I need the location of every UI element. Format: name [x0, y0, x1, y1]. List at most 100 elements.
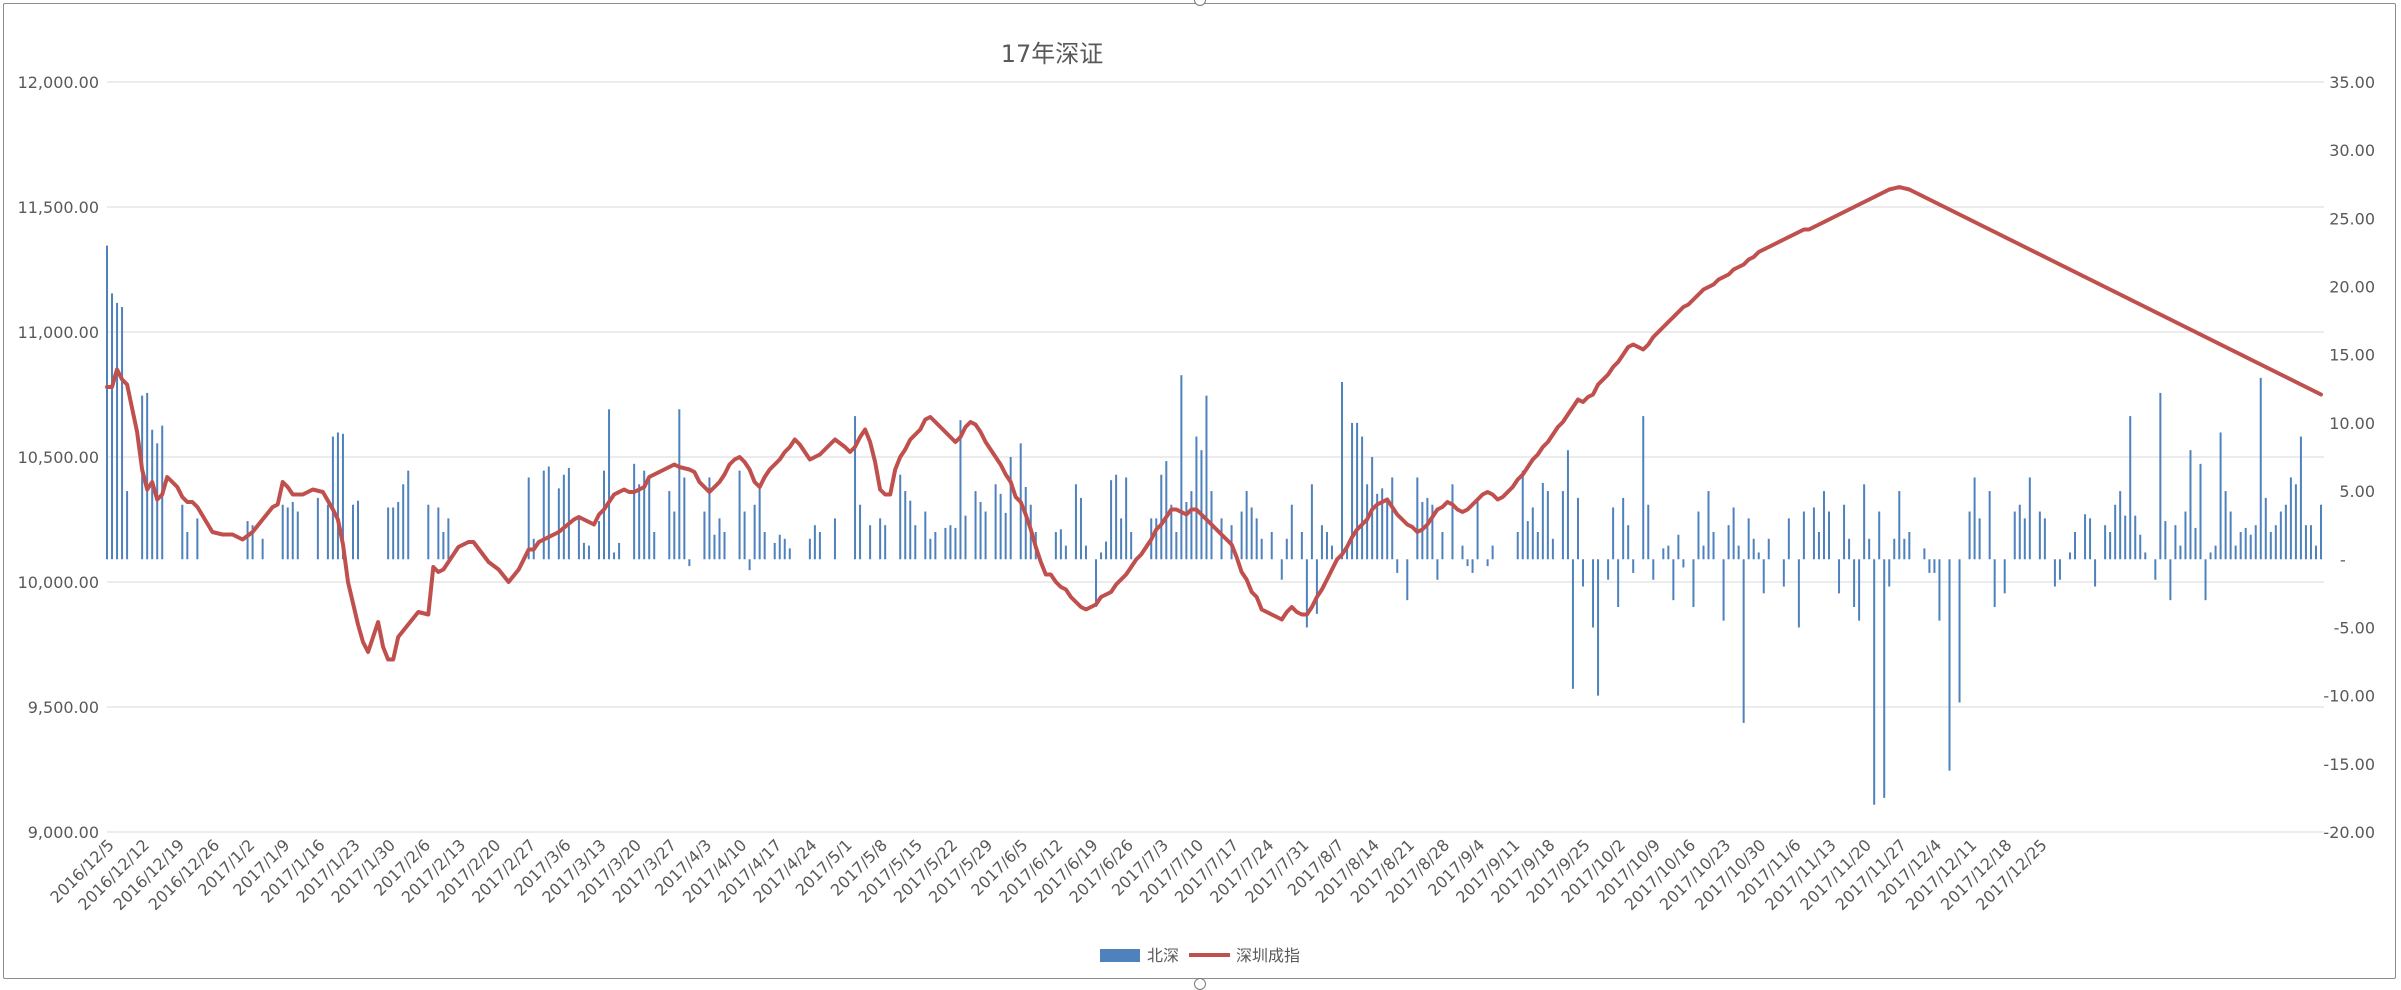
bar — [1195, 436, 1198, 560]
bar — [1958, 559, 1961, 703]
bar — [2234, 545, 2237, 560]
bar — [246, 521, 249, 560]
bar — [352, 504, 354, 560]
bar — [748, 559, 751, 571]
bar — [1115, 474, 1118, 560]
bar — [2214, 545, 2217, 560]
bar — [688, 559, 691, 567]
y-right-tick-label: -20.00 — [2323, 823, 2375, 842]
bar — [1441, 532, 1444, 560]
bar — [869, 525, 872, 560]
bar — [2013, 511, 2016, 560]
y-right-tick-label: 5.00 — [2339, 482, 2375, 501]
bar — [1079, 497, 1082, 560]
bar — [1747, 518, 1750, 560]
bar — [1160, 474, 1163, 560]
bar — [1220, 518, 1223, 560]
bar — [2094, 559, 2097, 587]
bar — [1320, 525, 1323, 560]
bar — [1260, 538, 1263, 560]
bar — [1155, 518, 1158, 560]
bar — [703, 511, 706, 560]
bar — [1707, 491, 1710, 560]
bar — [2018, 504, 2021, 560]
bar — [1787, 518, 1790, 560]
bar — [2304, 525, 2307, 560]
bar — [899, 474, 902, 560]
bar — [1576, 497, 1579, 560]
bar — [974, 491, 977, 560]
bar — [121, 307, 124, 560]
bar — [336, 432, 339, 560]
bar — [2249, 534, 2252, 560]
bar — [1255, 518, 1258, 560]
bar — [1059, 529, 1062, 560]
bar — [437, 507, 440, 560]
bar — [392, 507, 395, 560]
bar — [111, 293, 114, 560]
bar — [557, 488, 560, 560]
bar — [763, 532, 766, 560]
bar — [1622, 497, 1625, 560]
bar — [1878, 511, 1881, 560]
bar — [397, 502, 400, 560]
bar — [1285, 538, 1288, 560]
y-left-tick-label: 11,500.00 — [18, 198, 99, 217]
bar — [1722, 559, 1725, 621]
resize-handle-bottom[interactable] — [1194, 978, 1206, 990]
bar — [1386, 497, 1389, 560]
bar — [196, 518, 199, 560]
bar — [1521, 470, 1524, 560]
y-right-tick-label: -5.00 — [2334, 618, 2375, 637]
bar — [1376, 493, 1379, 560]
bar — [447, 518, 450, 560]
bar — [773, 542, 776, 560]
bar — [1526, 521, 1529, 560]
bar — [2074, 532, 2076, 560]
bar — [1978, 518, 1981, 560]
y-left-tick-label: 10,000.00 — [18, 573, 99, 592]
bar — [2299, 436, 2302, 560]
bar — [1712, 532, 1715, 560]
bar — [608, 409, 611, 560]
bar — [1782, 559, 1785, 587]
y-right-tick-label: 10.00 — [2329, 414, 2375, 433]
bar — [2028, 477, 2031, 560]
bar — [708, 477, 711, 560]
bar — [2204, 559, 2207, 601]
bar — [106, 245, 108, 560]
bar — [316, 497, 319, 560]
y-left-tick-label: 9,000.00 — [28, 823, 99, 842]
bar — [2284, 504, 2287, 560]
bar — [1692, 559, 1695, 607]
bar — [783, 538, 786, 560]
bar — [1175, 532, 1178, 560]
bar — [151, 429, 154, 560]
bar — [2199, 463, 2202, 560]
bar — [1883, 559, 1886, 798]
bar — [648, 477, 651, 560]
bar — [357, 500, 360, 560]
bar — [723, 532, 726, 560]
y-right-tick-label: -10.00 — [2323, 687, 2375, 706]
bar — [808, 538, 811, 560]
bar — [718, 518, 721, 560]
bar — [1300, 532, 1303, 560]
bar — [2224, 491, 2227, 560]
bar — [542, 470, 545, 560]
bar — [2053, 559, 2056, 587]
bar — [2084, 514, 2087, 560]
bar — [833, 518, 836, 560]
bar — [1200, 450, 1203, 560]
bar — [1536, 532, 1539, 560]
bar — [738, 470, 741, 560]
bar — [1561, 491, 1564, 560]
bar — [603, 470, 606, 560]
bar — [653, 532, 656, 560]
bar — [1938, 559, 1941, 621]
bar — [1436, 559, 1439, 580]
y-right-tick-label: 25.00 — [2329, 209, 2375, 228]
bar — [402, 484, 405, 560]
bar — [291, 502, 294, 560]
bar — [2139, 534, 2142, 560]
